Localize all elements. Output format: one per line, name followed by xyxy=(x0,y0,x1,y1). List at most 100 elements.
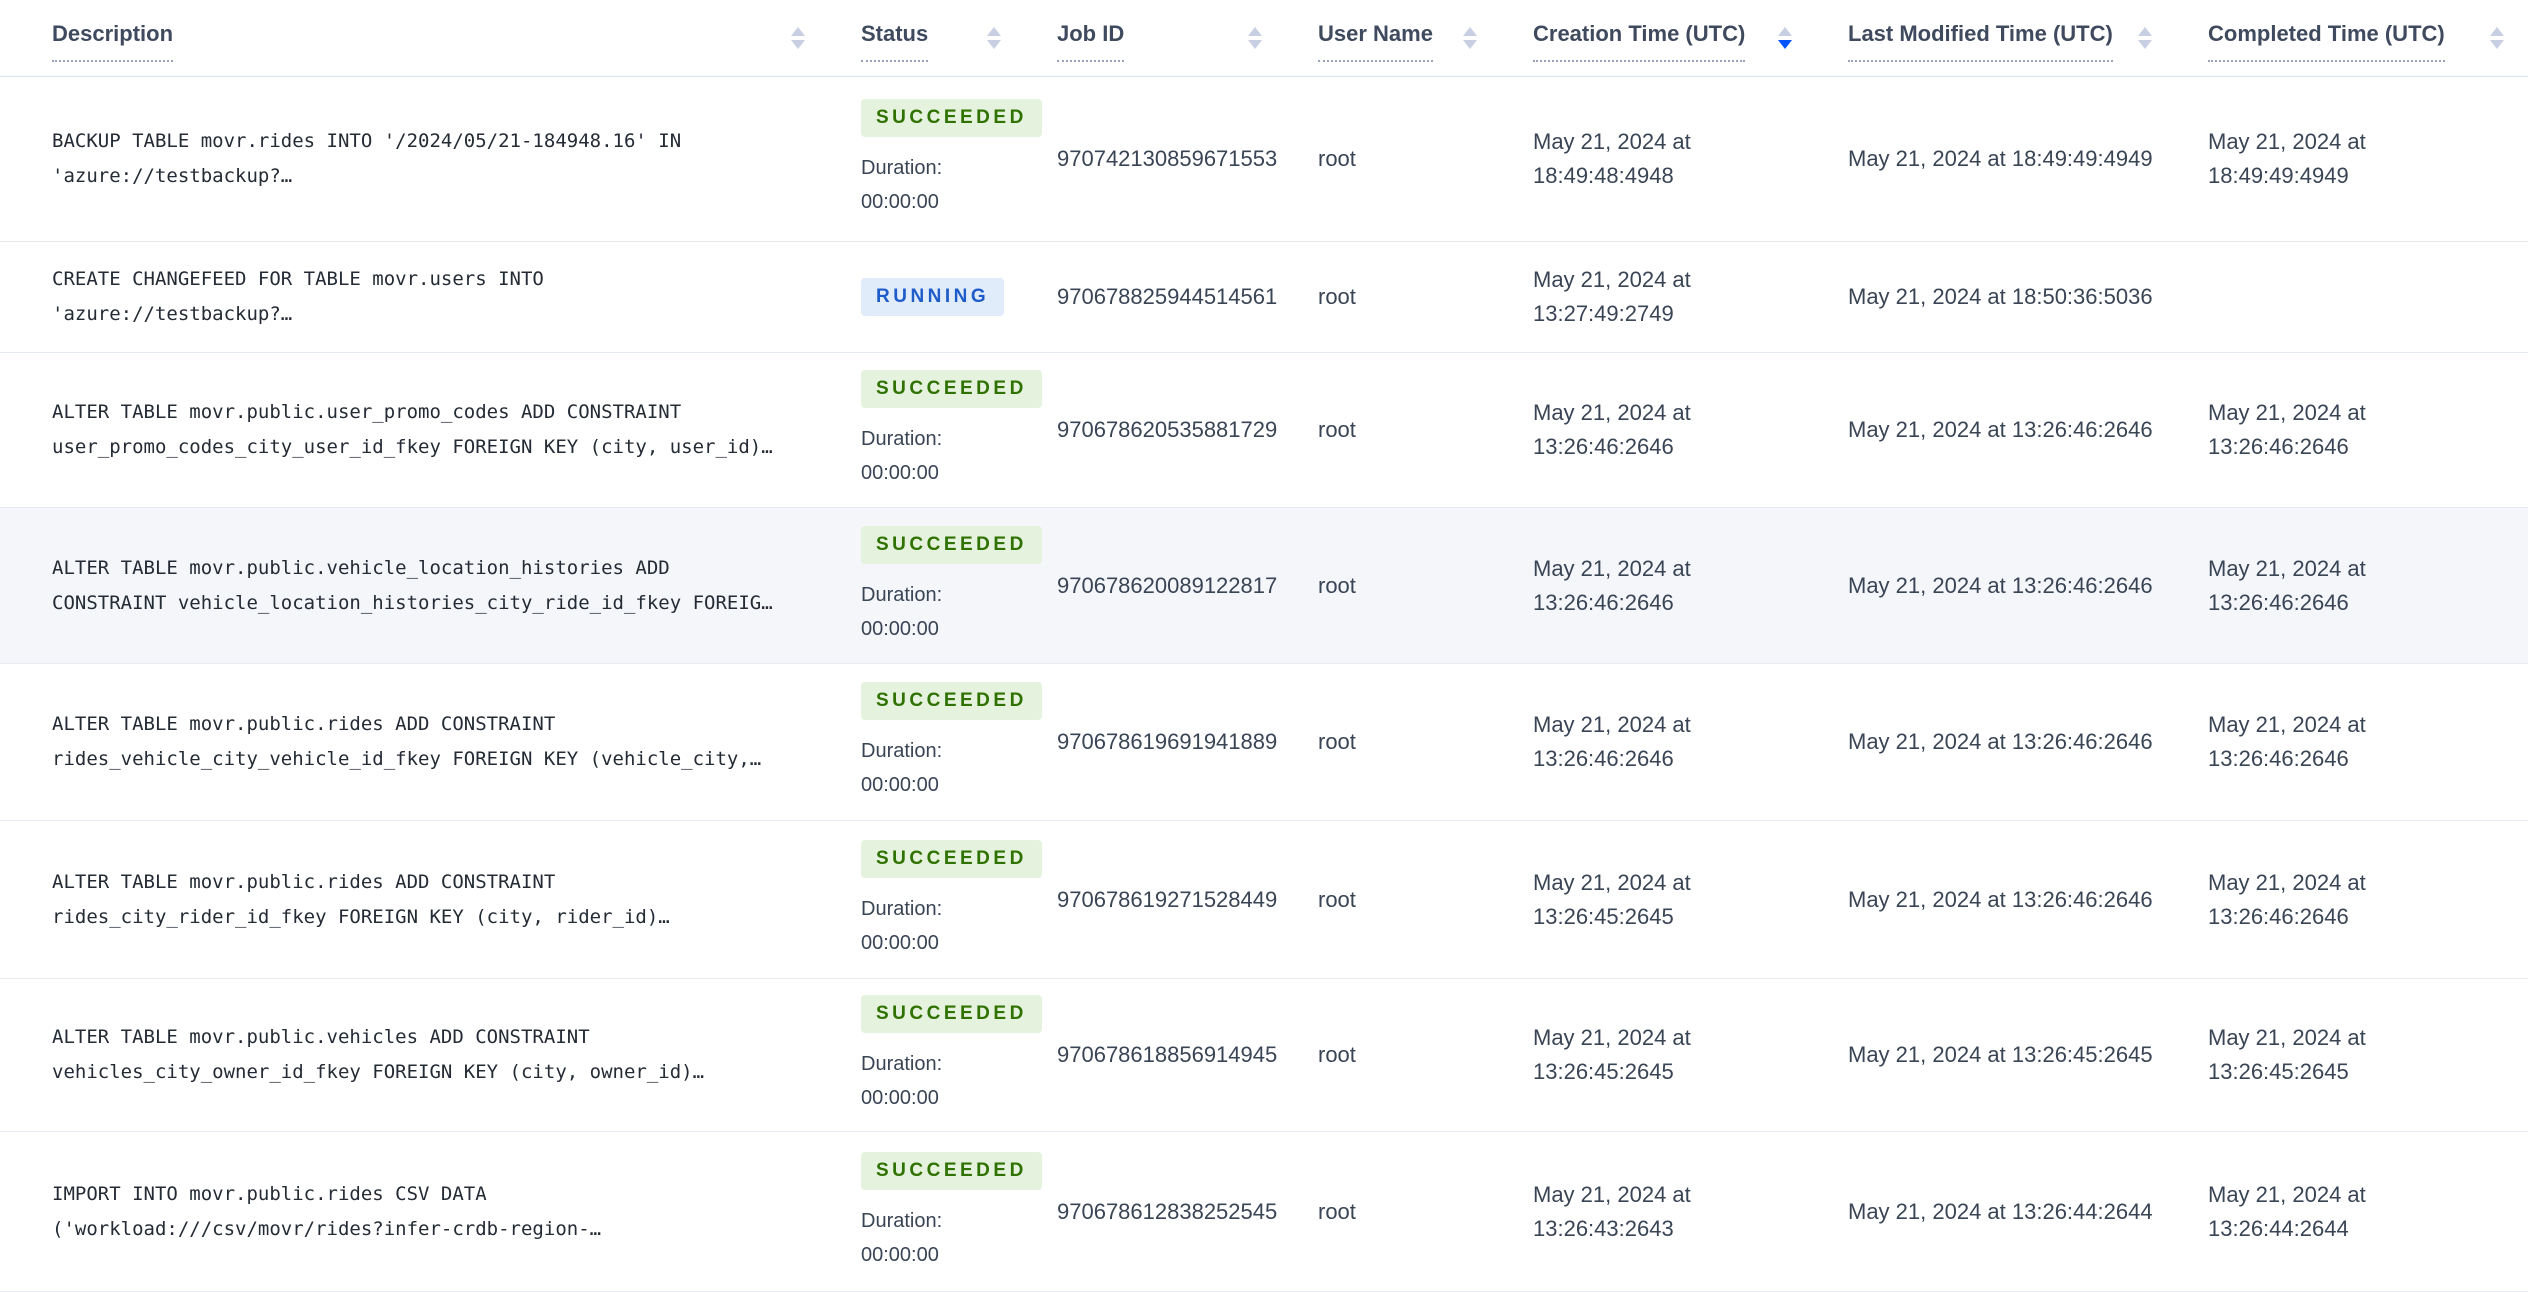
status-badge: SUCCEEDED xyxy=(861,370,1042,408)
status-badge: RUNNING xyxy=(861,278,1005,316)
duration-value: 00:00:00 xyxy=(861,1243,939,1266)
column-label: Job ID xyxy=(1057,21,1125,62)
duration-label: Duration: xyxy=(861,1053,943,1075)
job-id: 970678612838252545 xyxy=(1057,1198,1278,1224)
table-body: BACKUP TABLE movr.rides INTO '/2024/05/2… xyxy=(0,77,2528,1292)
column-header-last-modified-time-utc[interactable]: Last Modified Time (UTC) xyxy=(1816,0,2176,77)
column-label: Creation Time (UTC) xyxy=(1533,21,1746,62)
sort-desc-arrow xyxy=(1463,39,1477,49)
last-modified-time: May 21, 2024 at 13:26:45:2645 xyxy=(1848,1042,2153,1067)
duration-block: Duration: 00:00:00 xyxy=(861,1047,1001,1115)
table-row: ALTER TABLE movr.public.user_promo_codes… xyxy=(0,353,2528,508)
sort-asc-arrow xyxy=(2490,26,2504,36)
creation-time: May 21, 2024 at 13:26:43:2643 xyxy=(1533,1181,1691,1241)
duration-value: 00:00:00 xyxy=(861,1087,939,1109)
last-modified-time: May 21, 2024 at 18:49:49:4949 xyxy=(1848,146,2153,171)
duration-value: 00:00:00 xyxy=(861,462,939,484)
job-id: 970678619271528449 xyxy=(1057,886,1278,912)
status-badge: SUCCEEDED xyxy=(861,1151,1042,1190)
column-label: Completed Time (UTC) xyxy=(2208,21,2445,62)
table-row: ALTER TABLE movr.public.rides ADD CONSTR… xyxy=(0,664,2528,821)
duration-block: Duration: 00:00:00 xyxy=(861,151,1001,219)
sort-icon xyxy=(987,26,1001,49)
sort-asc-arrow xyxy=(987,26,1001,36)
job-description: IMPORT INTO movr.public.rides CSV DATA (… xyxy=(52,1182,602,1240)
user-name: root xyxy=(1318,284,1356,309)
duration-block: Duration: 00:00:00 xyxy=(861,578,1001,646)
duration-block: Duration: 00:00:00 xyxy=(861,1204,1001,1272)
sort-desc-arrow xyxy=(791,39,805,49)
column-label: Description xyxy=(52,21,174,62)
last-modified-time: May 21, 2024 at 13:26:46:2646 xyxy=(1848,886,2153,912)
sort-desc-arrow xyxy=(987,39,1001,49)
sort-icon xyxy=(791,26,805,49)
status-badge: SUCCEEDED xyxy=(861,525,1042,564)
user-name: root xyxy=(1318,729,1356,754)
job-description: ALTER TABLE movr.public.user_promo_codes… xyxy=(52,401,773,458)
table-row: ALTER TABLE movr.public.vehicles ADD CON… xyxy=(0,979,2528,1132)
job-description: ALTER TABLE movr.public.vehicle_location… xyxy=(52,556,773,614)
job-id: 970742130859671553 xyxy=(1057,146,1278,171)
sort-desc-arrow xyxy=(2138,39,2152,49)
creation-time: May 21, 2024 at 18:49:48:4948 xyxy=(1533,129,1691,188)
sort-icon xyxy=(1463,26,1477,49)
sort-desc-arrow xyxy=(2490,39,2504,49)
last-modified-time: May 21, 2024 at 18:50:36:5036 xyxy=(1848,284,2153,309)
sort-icon xyxy=(2138,26,2152,49)
table-row: ALTER TABLE movr.public.rides ADD CONSTR… xyxy=(0,821,2528,979)
duration-label: Duration: xyxy=(861,1209,943,1232)
last-modified-time: May 21, 2024 at 13:26:46:2646 xyxy=(1848,572,2153,598)
duration-block: Duration: 00:00:00 xyxy=(861,422,1001,490)
job-id: 970678619691941889 xyxy=(1057,729,1278,754)
duration-value: 00:00:00 xyxy=(861,617,939,640)
last-modified-time: May 21, 2024 at 13:26:46:2646 xyxy=(1848,417,2153,442)
duration-label: Duration: xyxy=(861,583,943,606)
sort-icon xyxy=(1248,26,1262,49)
duration-block: Duration: 00:00:00 xyxy=(861,734,1001,802)
column-label: Status xyxy=(861,21,929,62)
table-row: BACKUP TABLE movr.rides INTO '/2024/05/2… xyxy=(0,77,2528,242)
creation-time: May 21, 2024 at 13:26:46:2646 xyxy=(1533,555,1691,615)
user-name: root xyxy=(1318,572,1356,598)
table-row: ALTER TABLE movr.public.vehicle_location… xyxy=(0,508,2528,664)
sort-asc-arrow xyxy=(1778,26,1792,36)
completed-time: May 21, 2024 at 13:26:45:2645 xyxy=(2208,1025,2366,1084)
sort-desc-arrow xyxy=(1248,39,1262,49)
creation-time: May 21, 2024 at 13:26:45:2645 xyxy=(1533,869,1691,929)
table-row: IMPORT INTO movr.public.rides CSV DATA (… xyxy=(0,1132,2528,1292)
creation-time: May 21, 2024 at 13:26:46:2646 xyxy=(1533,712,1691,771)
job-id: 970678825944514561 xyxy=(1057,284,1278,309)
status-badge: SUCCEEDED xyxy=(861,682,1042,720)
column-header-creation-time-utc[interactable]: Creation Time (UTC) xyxy=(1501,0,1816,77)
sort-asc-arrow xyxy=(1463,26,1477,36)
completed-time: May 21, 2024 at 13:26:44:2644 xyxy=(2208,1181,2366,1241)
job-id: 970678618856914945 xyxy=(1057,1042,1278,1067)
completed-time: May 21, 2024 at 13:26:46:2646 xyxy=(2208,555,2366,615)
completed-time: May 21, 2024 at 13:26:46:2646 xyxy=(2208,869,2366,929)
job-id: 970678620535881729 xyxy=(1057,417,1278,442)
user-name: root xyxy=(1318,886,1356,912)
column-label: Last Modified Time (UTC) xyxy=(1848,21,2113,62)
table-header: Description Status Job ID User Name Crea… xyxy=(0,0,2528,77)
completed-time: May 21, 2024 at 13:26:46:2646 xyxy=(2208,400,2366,459)
status-badge: SUCCEEDED xyxy=(861,995,1042,1033)
column-header-completed-time-utc[interactable]: Completed Time (UTC) xyxy=(2176,0,2528,77)
job-description: ALTER TABLE movr.public.vehicles ADD CON… xyxy=(52,1026,705,1083)
last-modified-time: May 21, 2024 at 13:26:46:2646 xyxy=(1848,729,2153,754)
job-id: 970678620089122817 xyxy=(1057,572,1278,598)
duration-label: Duration: xyxy=(861,740,943,762)
duration-label: Duration: xyxy=(861,428,943,450)
user-name: root xyxy=(1318,1198,1356,1224)
sort-asc-arrow xyxy=(2138,26,2152,36)
column-header-user-name[interactable]: User Name xyxy=(1286,0,1501,77)
column-header-job-id[interactable]: Job ID xyxy=(1025,0,1286,77)
sort-asc-arrow xyxy=(791,26,805,36)
job-description: ALTER TABLE movr.public.rides ADD CONSTR… xyxy=(52,713,762,770)
duration-block: Duration: 00:00:00 xyxy=(861,892,1001,960)
user-name: root xyxy=(1318,1042,1356,1067)
column-header-description[interactable]: Description xyxy=(0,0,829,77)
duration-value: 00:00:00 xyxy=(861,191,939,213)
column-header-status[interactable]: Status xyxy=(829,0,1025,77)
duration-label: Duration: xyxy=(861,157,943,179)
